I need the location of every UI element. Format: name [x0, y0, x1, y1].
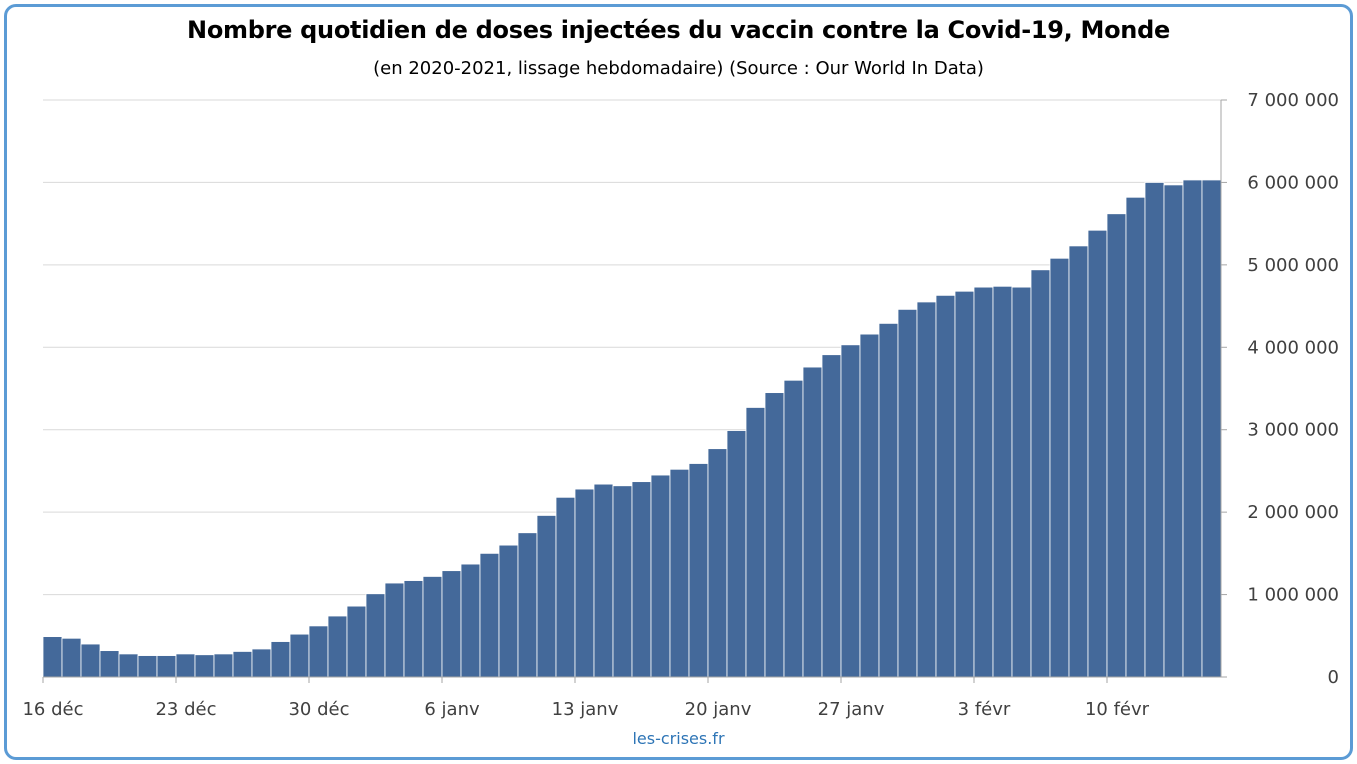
bar — [688, 463, 709, 678]
bar — [1068, 245, 1089, 678]
bar — [42, 636, 63, 678]
bar — [137, 655, 158, 678]
x-tick-label: 13 janv — [552, 699, 619, 720]
y-tick-labels: 0 1 000 000 2 000 000 3 000 000 4 000 000 5 0… — [1247, 90, 1339, 688]
x-tick-label: 23 déc — [155, 699, 216, 720]
y-tick-label: 4 000 000 — [1247, 337, 1339, 358]
bar — [308, 625, 329, 678]
bar — [916, 301, 937, 678]
y-tick-label: 7 000 000 — [1247, 90, 1339, 111]
bar — [935, 294, 956, 678]
bar — [536, 515, 557, 678]
bar — [783, 379, 804, 678]
bar — [555, 496, 576, 678]
bar — [1125, 196, 1146, 678]
bar — [517, 532, 538, 678]
bar — [1182, 179, 1203, 678]
x-tick-label: 3 févr — [958, 699, 1011, 720]
bar — [1087, 229, 1108, 678]
x-tick-labels: 16 déc 23 déc 30 déc 6 janv 13 janv 20 janv 27… — [22, 699, 1149, 720]
y-tick-label: 6 000 000 — [1247, 172, 1339, 193]
y-tick-label: 2 000 000 — [1247, 502, 1339, 523]
chart-subtitle: (en 2020-2021, lissage hebdomadaire) (So… — [373, 58, 984, 79]
x-tick-label: 10 févr — [1085, 699, 1150, 720]
bar — [669, 468, 690, 678]
bar — [840, 344, 861, 678]
bar — [289, 633, 310, 678]
source-credit: les-crises.fr — [632, 729, 725, 748]
x-tick-label: 30 déc — [288, 699, 349, 720]
y-tick-label: 5 000 000 — [1247, 255, 1339, 276]
bar — [1030, 269, 1051, 678]
bar — [441, 570, 462, 678]
bar — [897, 308, 918, 678]
bar — [270, 641, 291, 678]
bar — [460, 563, 481, 678]
bar — [574, 488, 595, 678]
bar — [1163, 184, 1184, 678]
bar — [251, 648, 272, 678]
bar — [498, 544, 519, 678]
x-tick-label: 6 janv — [424, 699, 480, 720]
bars — [42, 179, 1222, 678]
bar — [213, 653, 234, 678]
bar — [745, 407, 766, 678]
bar — [802, 366, 823, 678]
bar — [954, 290, 975, 678]
y-tick-label: 0 — [1328, 667, 1339, 688]
bar — [878, 322, 899, 678]
bar — [1201, 179, 1222, 678]
bar — [194, 654, 215, 678]
chart-title: Nombre quotidien de doses injectées du v… — [187, 16, 1170, 44]
bar — [821, 354, 842, 678]
bar — [593, 483, 614, 678]
bar — [612, 485, 633, 678]
bar — [403, 580, 424, 678]
bar — [346, 605, 367, 678]
bar — [1011, 286, 1032, 678]
bar — [764, 392, 785, 678]
bar — [726, 430, 747, 678]
bar — [1049, 257, 1070, 678]
bar — [384, 582, 405, 678]
bar — [992, 285, 1013, 678]
bar — [156, 655, 177, 678]
x-tick-label: 27 janv — [818, 699, 885, 720]
bar — [327, 615, 348, 678]
bar — [80, 643, 101, 678]
bar — [365, 593, 386, 678]
bar — [707, 448, 728, 678]
bar — [99, 650, 120, 678]
x-tick-label: 16 déc — [22, 699, 83, 720]
bar — [232, 651, 253, 678]
bar — [631, 481, 652, 678]
axes — [42, 99, 1227, 683]
y-tick-label: 1 000 000 — [1247, 585, 1339, 606]
bar — [1144, 182, 1165, 678]
bar — [479, 552, 500, 678]
bar — [175, 653, 196, 678]
bar — [1106, 213, 1127, 678]
bar — [61, 637, 82, 678]
y-tick-label: 3 000 000 — [1247, 420, 1339, 441]
bar — [859, 333, 880, 678]
x-tick-label: 20 janv — [685, 699, 752, 720]
bar — [650, 474, 671, 678]
bar — [973, 286, 994, 678]
bar — [118, 653, 139, 678]
bar — [422, 576, 443, 678]
